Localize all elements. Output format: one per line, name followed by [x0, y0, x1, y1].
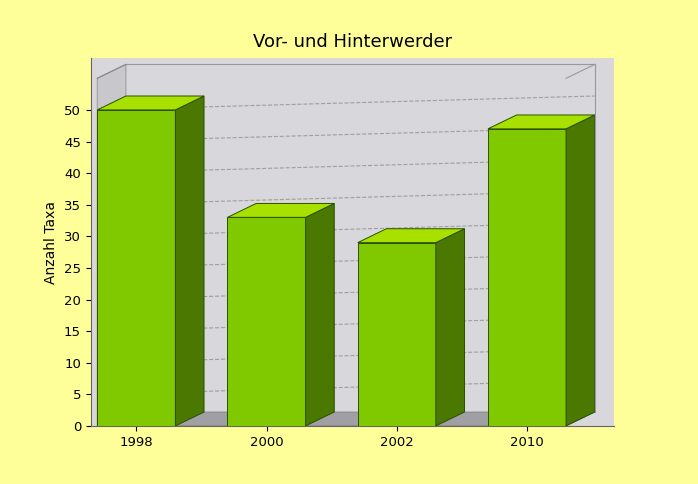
Y-axis label: Anzahl Taxa: Anzahl Taxa	[45, 200, 59, 284]
Polygon shape	[436, 229, 464, 426]
Polygon shape	[357, 229, 464, 242]
Polygon shape	[566, 115, 595, 426]
Title: Vor- und Hinterwerder: Vor- und Hinterwerder	[253, 33, 452, 51]
Polygon shape	[488, 129, 566, 426]
Polygon shape	[357, 242, 436, 426]
Polygon shape	[97, 110, 175, 426]
Polygon shape	[488, 115, 595, 129]
Polygon shape	[97, 64, 126, 426]
Polygon shape	[306, 203, 334, 426]
Polygon shape	[228, 217, 306, 426]
Polygon shape	[175, 96, 204, 426]
Polygon shape	[97, 412, 595, 426]
Polygon shape	[97, 96, 204, 110]
Polygon shape	[228, 203, 334, 217]
